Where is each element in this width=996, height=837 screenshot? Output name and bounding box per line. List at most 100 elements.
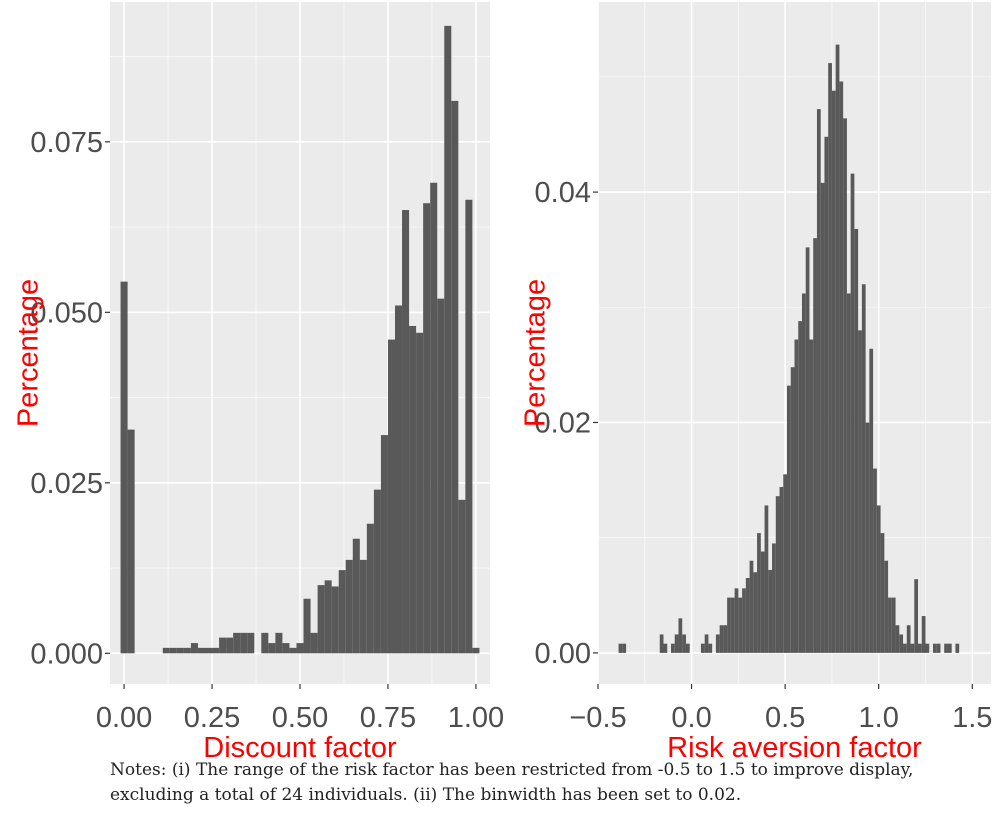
y-tick-label: 0.025 [30, 468, 103, 500]
histogram-bar [787, 385, 791, 653]
x-tick-label: 1.00 [448, 702, 504, 734]
histogram-bar [888, 597, 892, 653]
histogram-bar [936, 643, 941, 653]
histogram-bar [861, 284, 866, 653]
histogram-bar [824, 136, 829, 653]
histogram-bar [416, 332, 424, 654]
histogram-bar [226, 637, 234, 654]
x-tick-label: 0.00 [96, 702, 152, 734]
histogram-bar [451, 100, 459, 654]
histogram-bar [240, 632, 248, 654]
histogram-bar [373, 489, 381, 654]
x-tick-label: 1.5 [952, 702, 992, 734]
x-tick-label: 0.0 [671, 702, 711, 734]
histogram-bar [423, 203, 431, 654]
histogram-bar [798, 321, 802, 653]
histogram-bar [289, 647, 297, 654]
histogram-bar [444, 25, 452, 654]
histogram-bar [659, 634, 664, 653]
histogram-bar [820, 182, 825, 653]
histogram-bar [205, 647, 213, 654]
y-axis-title: Percentage [13, 279, 45, 427]
histogram-bar [891, 597, 896, 653]
histogram-bar [387, 339, 395, 654]
x-tick-label: 0.5 [765, 702, 805, 734]
x-tick-label: 1.0 [859, 702, 899, 734]
x-tick-label: 0.50 [272, 702, 328, 734]
histogram-bar [176, 647, 184, 654]
histogram-bar [317, 585, 325, 654]
histogram-bar [734, 588, 739, 653]
y-tick-label: 0.075 [30, 127, 103, 159]
histogram-bar [715, 634, 720, 653]
histogram-bar [169, 647, 177, 654]
histogram-bar [700, 643, 705, 653]
histogram-bar [768, 569, 773, 653]
histogram-bar [876, 505, 881, 653]
y-tick-label: 0.000 [30, 638, 103, 670]
histogram-bar [869, 348, 874, 653]
histogram-bar [380, 435, 388, 654]
histogram-bar [775, 496, 780, 653]
histogram-bar [663, 643, 668, 653]
histogram-bar [932, 643, 937, 653]
histogram-bar [944, 643, 948, 653]
histogram-bar [472, 647, 480, 654]
histogram-bar [723, 625, 728, 653]
histogram-bar [858, 330, 862, 653]
histogram-bar [742, 588, 746, 653]
histogram-bar [794, 339, 799, 653]
histogram-bar [831, 90, 836, 653]
histogram-bar [918, 643, 922, 653]
histogram-bar [816, 109, 821, 653]
histogram-bar [704, 634, 709, 653]
histogram-bar [331, 586, 339, 654]
x-axis-title: Risk aversion factor [667, 732, 922, 760]
histogram-bar [813, 238, 817, 653]
histogram-bar [850, 173, 855, 653]
histogram-bar [947, 643, 952, 653]
histogram-bar [678, 618, 683, 653]
histogram-bar [395, 305, 403, 654]
histogram-bar [764, 505, 769, 653]
histogram-bar [324, 580, 332, 654]
histogram-bar [865, 422, 870, 653]
histogram-bar [745, 578, 750, 653]
histogram-bar [843, 118, 847, 653]
histogram-bar [219, 637, 227, 654]
histogram-bar [465, 199, 473, 654]
histogram-bar [296, 643, 304, 654]
histogram-bar [247, 632, 255, 654]
histogram-bar [261, 632, 269, 654]
histogram-bar [839, 81, 844, 653]
histogram-bar [409, 325, 417, 654]
histogram-bar [618, 643, 623, 653]
histogram-bar [685, 643, 690, 653]
histogram-bar [921, 616, 926, 653]
histogram-bar [458, 499, 466, 654]
y-tick-label: 0.02 [535, 407, 591, 439]
x-axis-title: Discount factor [203, 732, 397, 760]
histogram-bar [303, 598, 311, 654]
histogram-bar [430, 182, 438, 654]
histogram-bar [925, 643, 930, 653]
histogram-bar [783, 474, 788, 653]
histogram-bar [212, 647, 220, 654]
y-tick-label: 0.04 [535, 177, 591, 209]
histogram-bar [127, 429, 135, 654]
histogram-bar [884, 560, 889, 653]
histogram-bar [753, 572, 758, 653]
figure-notes: Notes: (i) The range of the risk factor … [110, 760, 914, 805]
histogram-bar [828, 63, 832, 653]
histogram-bar [873, 468, 877, 653]
histogram-bar [402, 210, 410, 654]
histogram-bar [846, 293, 851, 653]
histogram-bar [730, 597, 735, 653]
x-tick-label: 0.25 [184, 702, 240, 734]
histogram-bar [738, 597, 743, 653]
histogram-bar [719, 625, 724, 653]
histogram-bar [801, 293, 806, 653]
histogram-bar [310, 632, 318, 654]
discount-factor-histogram: 0.000 0.025 0.050 0.075 0.00 0.25 0.50 0.75 1.00… [13, 2, 504, 760]
histogram-bar [809, 339, 814, 653]
